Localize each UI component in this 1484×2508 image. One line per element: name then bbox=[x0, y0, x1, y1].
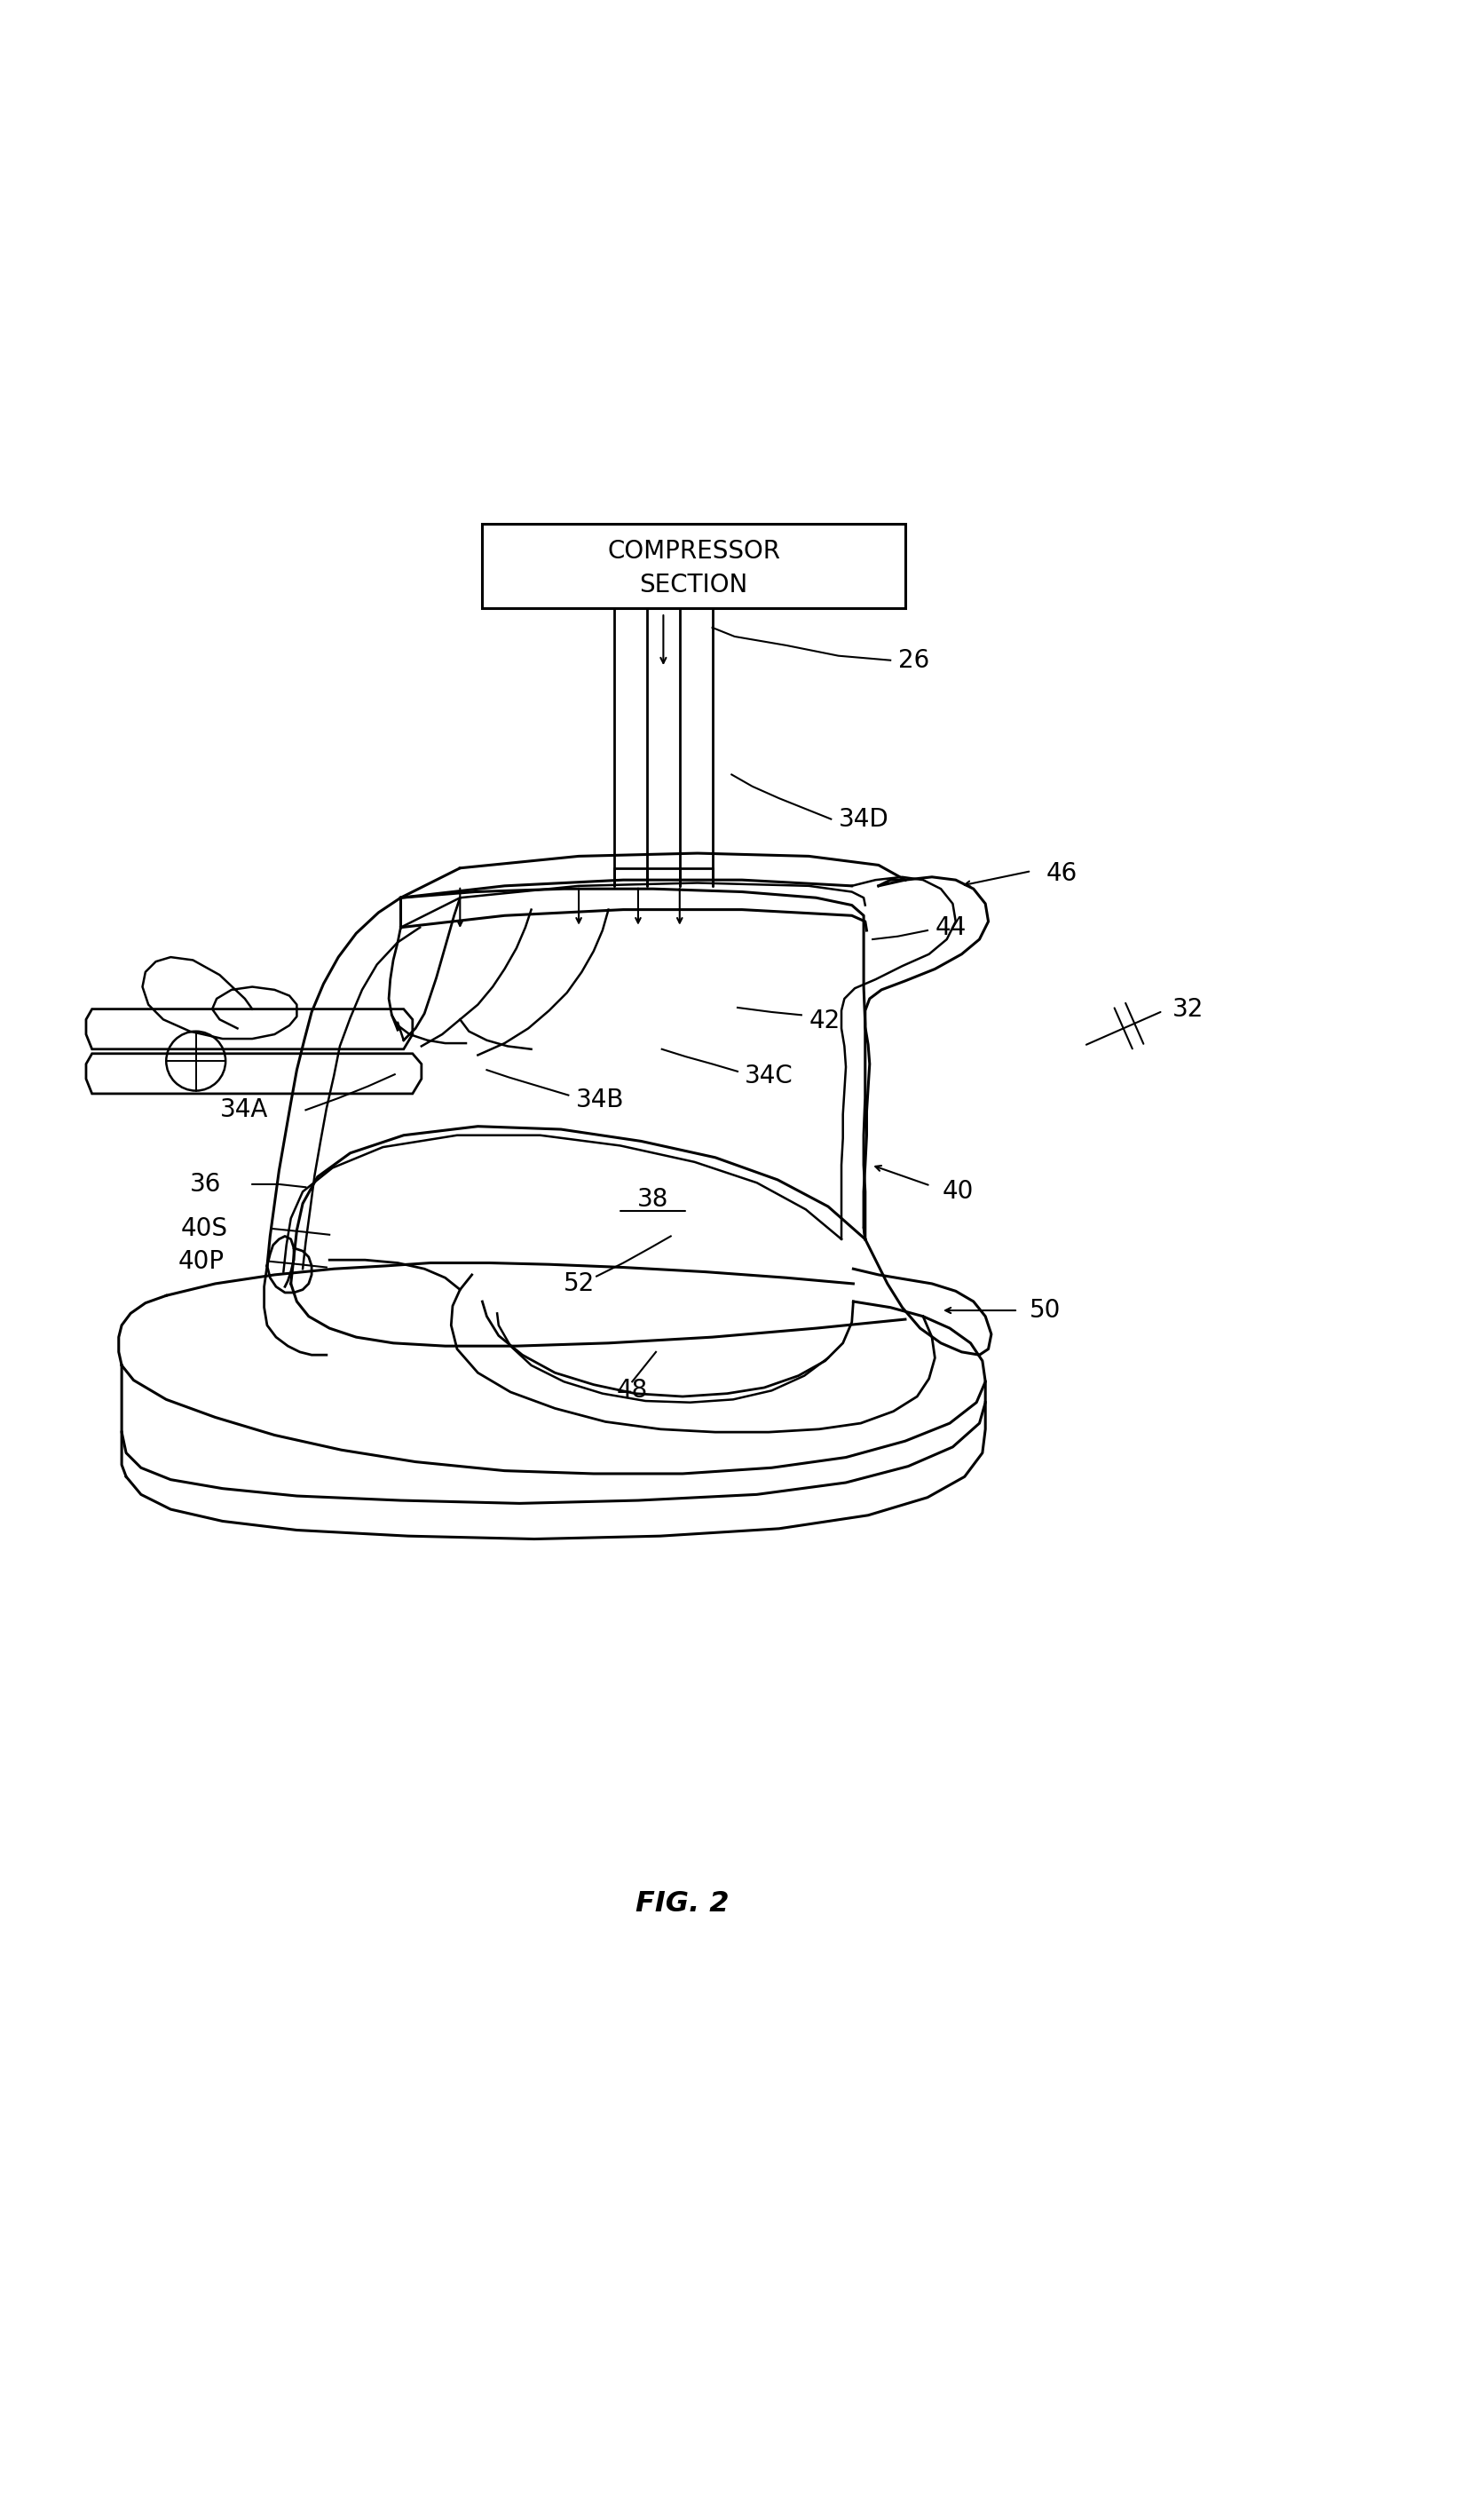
Text: 44: 44 bbox=[935, 915, 966, 940]
Text: 42: 42 bbox=[809, 1008, 840, 1033]
Text: 50: 50 bbox=[1030, 1299, 1061, 1322]
Text: 38: 38 bbox=[637, 1186, 669, 1211]
Text: 46: 46 bbox=[1046, 863, 1077, 885]
Text: 40P: 40P bbox=[178, 1249, 224, 1274]
Text: 36: 36 bbox=[190, 1171, 221, 1196]
Text: SECTION: SECTION bbox=[640, 572, 748, 597]
Text: FIG. 2: FIG. 2 bbox=[635, 1891, 730, 1919]
Text: 40S: 40S bbox=[181, 1216, 229, 1241]
Bar bbox=[482, 524, 905, 609]
Text: 26: 26 bbox=[898, 647, 929, 672]
Text: 34D: 34D bbox=[838, 808, 889, 833]
Text: 52: 52 bbox=[564, 1272, 595, 1297]
Text: 34B: 34B bbox=[576, 1086, 625, 1111]
Text: 40: 40 bbox=[942, 1179, 974, 1204]
Text: 32: 32 bbox=[1172, 996, 1204, 1021]
Text: 34A: 34A bbox=[220, 1099, 269, 1124]
Text: 48: 48 bbox=[616, 1377, 649, 1402]
Text: COMPRESSOR: COMPRESSOR bbox=[607, 539, 781, 564]
Text: 34C: 34C bbox=[745, 1063, 794, 1088]
